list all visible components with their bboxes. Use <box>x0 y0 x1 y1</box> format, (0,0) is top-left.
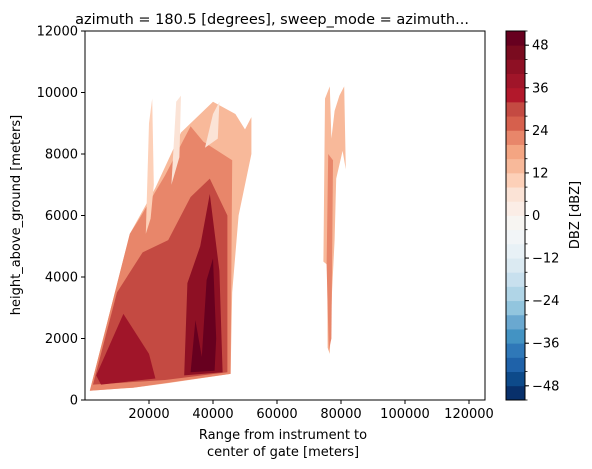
y-tick-label: 12000 <box>37 25 78 40</box>
colorbar-tick-label: −36 <box>532 337 559 352</box>
y-tick-label: 10000 <box>37 86 78 101</box>
y-tick-label: 2000 <box>45 332 78 347</box>
colorbar-tick-label: 0 <box>532 209 540 224</box>
y-tick-label: 4000 <box>45 271 78 286</box>
colorbar-tick-label: −48 <box>532 379 559 394</box>
x-tick-label: 80000 <box>320 407 361 422</box>
colorbar-tick-label: 24 <box>532 124 549 139</box>
y-tick-label: 8000 <box>45 148 78 163</box>
x-tick-label: 40000 <box>192 407 233 422</box>
reflectivity-field <box>89 86 346 391</box>
colorbar-band <box>506 314 525 330</box>
colorbar-band <box>506 258 525 273</box>
y-tick-label: 6000 <box>45 209 78 224</box>
x-axis: 20000 40000 60000 80000 100000 120000 <box>128 400 494 422</box>
colorbar-band <box>506 343 525 358</box>
echo-core-west <box>96 313 156 385</box>
x-axis-label-line2: center of gate [meters] <box>207 445 359 460</box>
colorbar-band <box>506 243 525 259</box>
colorbar-band <box>506 158 525 174</box>
y-axis: 0 2000 4000 6000 8000 10000 12000 <box>37 25 85 409</box>
colorbar-band <box>506 172 525 188</box>
echo-light-tower-mid <box>171 95 181 185</box>
colorbar-band <box>506 87 525 103</box>
x-tick-label: 100000 <box>380 407 430 422</box>
colorbar-band <box>506 116 525 131</box>
colorbar-band <box>506 73 525 89</box>
colorbar-tick-label: −24 <box>532 294 559 309</box>
colorbar-band <box>506 45 525 60</box>
x-tick-label: 60000 <box>256 407 297 422</box>
colorbar-band <box>506 286 525 302</box>
y-axis-label: height_above_ground [meters] <box>9 115 24 315</box>
colorbar-band <box>506 144 525 160</box>
colorbar-band <box>506 300 525 316</box>
colorbar-band <box>506 59 525 74</box>
colorbar-tick-label: 12 <box>532 166 549 181</box>
colorbar-band <box>506 357 525 373</box>
echo-light-tower-west <box>145 98 154 234</box>
echo-isolated-column-core <box>326 154 333 351</box>
colorbar-band <box>506 371 525 387</box>
colorbar-band <box>506 329 525 344</box>
colorbar-band <box>506 31 525 46</box>
y-tick-label: 0 <box>70 394 78 409</box>
x-tick-label: 20000 <box>128 407 169 422</box>
plot-area <box>84 30 486 401</box>
echo-core-peak <box>190 258 217 373</box>
colorbar-band <box>506 215 525 231</box>
x-tick-label: 120000 <box>444 407 494 422</box>
x-axis-label-line1: Range from instrument to <box>199 428 367 443</box>
colorbar-band <box>506 229 525 245</box>
colorbar-band <box>506 201 525 216</box>
colorbar-label: DBZ [dBZ] <box>568 181 583 249</box>
colorbar-tick-label: 48 <box>532 39 549 54</box>
colorbar-band <box>506 101 525 117</box>
echo-light-tower-east <box>205 101 220 148</box>
chart-title: azimuth = 180.5 [degrees], sweep_mode = … <box>75 12 469 28</box>
colorbar-tick-label: −12 <box>532 252 559 267</box>
colorbar-band <box>506 130 525 145</box>
colorbar-band <box>506 187 525 202</box>
colorbar-band <box>506 385 525 401</box>
colorbar-tick-label: 36 <box>532 81 549 96</box>
colorbar-band <box>506 272 525 287</box>
colorbar: −48 −36 −24 −12 0 12 24 36 48 <box>505 30 559 401</box>
